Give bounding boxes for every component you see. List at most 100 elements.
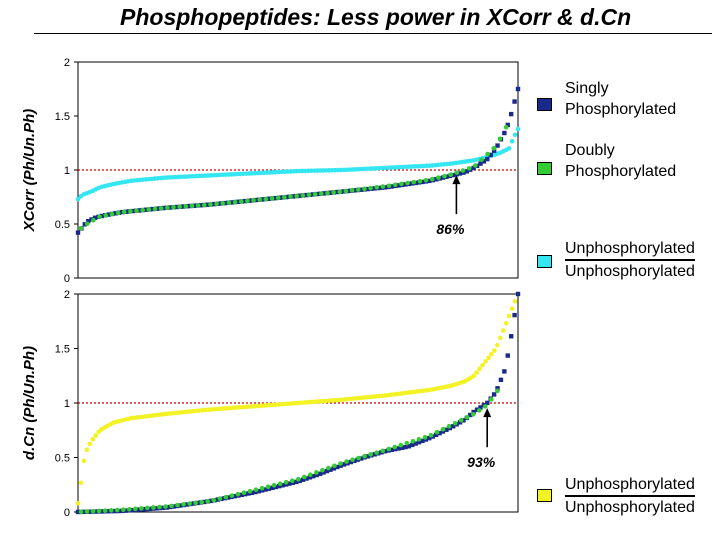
data-point [165,205,170,211]
data-point [399,181,404,187]
data-point [392,444,398,450]
annotation: 86% [436,175,465,237]
data-point [199,499,205,505]
data-point [97,214,102,219]
data-point [289,478,295,484]
data-point [429,176,435,182]
y-tick-label: 0.5 [55,219,70,231]
data-point [214,201,219,207]
data-point [436,175,441,180]
data-point [440,426,446,432]
data-point [491,145,497,151]
data-point [380,184,386,189]
data-point [290,194,296,199]
data-point [509,306,515,311]
data-point [515,126,521,132]
data-point [90,508,96,514]
data-point [266,196,272,201]
data-point [457,420,463,425]
data-point [259,485,265,491]
data-point [223,494,229,500]
legend-denominator: Unphosphorylated [565,495,695,518]
legend-label-line2: Phosphorylated [565,101,677,118]
data-point [512,312,517,318]
data-point [251,197,256,203]
annotation-label: 86% [436,221,465,237]
data-point [90,436,96,442]
data-point [508,111,514,117]
legend-swatch-unphos-xcorr [537,255,552,268]
data-point [389,184,394,189]
data-point [139,506,144,511]
y-tick-label: 1.5 [55,111,70,123]
data-point [137,507,142,512]
data-point [306,192,312,198]
data-point [157,504,162,510]
data-point [253,489,258,495]
data-point [287,481,292,486]
data-point [403,182,408,187]
legend-numerator: Unphosphorylated [565,476,695,493]
series-singly [75,86,521,235]
data-point [96,508,102,514]
data-point [232,199,238,205]
data-point [78,509,84,515]
data-point [470,411,476,417]
data-point [458,417,464,423]
data-point [178,503,183,508]
data-point [428,432,434,438]
data-point [319,191,324,196]
data-point [277,481,283,487]
data-point [464,169,470,174]
dcn-chart: 0 0.5 1 1.5 2 d.Cn (Ph/Un.Ph) 93% [21,289,521,519]
data-point [202,499,207,505]
y-tick-label: 2 [64,57,70,69]
data-point [331,190,336,195]
data-point [396,446,401,451]
data-point [205,499,211,504]
data-point [405,180,410,186]
data-point [300,193,306,198]
data-point [144,207,149,212]
data-point [78,480,84,486]
data-point [372,452,377,457]
data-point [133,506,138,512]
data-point [506,146,512,151]
data-point [466,166,472,171]
data-point [208,202,213,207]
data-point [362,186,367,192]
y-axis-label: d.Cn (Ph/Un.Ph) [21,346,38,460]
data-point [145,505,150,511]
data-point [471,373,477,379]
data-point [349,188,355,193]
data-point [450,424,456,429]
data-point [362,453,367,459]
y-tick-label: 0 [64,507,70,519]
data-point [146,207,152,212]
data-point [304,192,309,198]
data-point [406,444,412,449]
data-point [128,208,133,214]
data-point [312,191,318,197]
data-point [130,507,135,513]
data-point [304,476,309,481]
xcorr-chart: 0 0.5 1 1.5 2 XCorr (Ph/Un.Ph) 86% [21,57,521,285]
data-point [374,450,379,455]
data-point [433,177,439,182]
data-point [247,488,253,494]
data-point [295,476,301,482]
annotation-arrowhead [483,408,492,418]
data-point [368,452,373,457]
data-point [321,470,326,475]
y-tick-label: 0 [64,273,70,285]
data-point [103,213,109,218]
data-point [201,202,207,208]
data-point [505,122,510,128]
data-point [337,189,343,195]
legend-label-line1: Doubly [565,142,615,159]
data-point [263,487,268,492]
data-point [422,435,428,440]
data-point [288,194,293,199]
data-point [477,366,482,372]
